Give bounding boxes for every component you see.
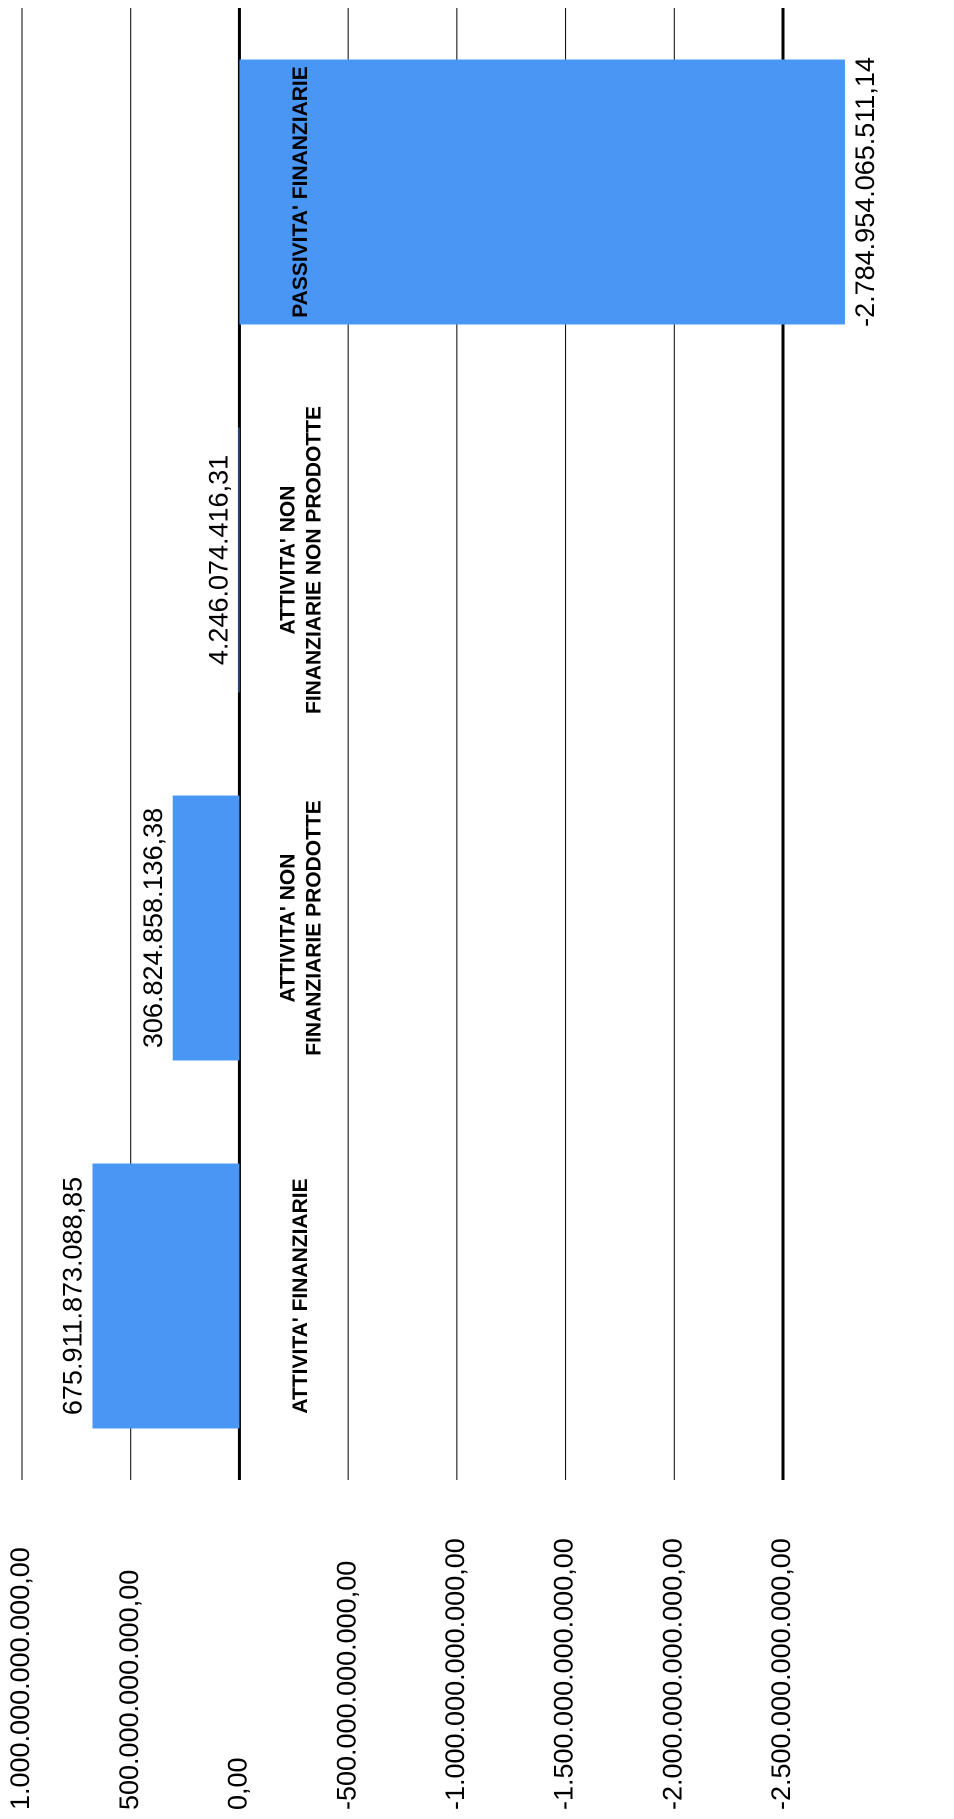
- category-label-line: FINANZIARIE PRODOTTE: [302, 800, 325, 1056]
- y-tick-label: 1.000.000.000.000,00: [5, 1547, 35, 1810]
- bar: [238, 427, 240, 693]
- category-label: ATTIVITA' FINANZIARIE: [289, 1178, 312, 1413]
- category-label-line: ATTIVITA' NON: [276, 854, 299, 1003]
- bar: [92, 1163, 240, 1429]
- category-label-line: ATTIVITA' NON: [276, 486, 299, 635]
- y-tick-label: -1.500.000.000.000,00: [549, 1538, 579, 1810]
- y-tick-label: 0,00: [223, 1757, 253, 1810]
- value-label: 306.824.858.136,38: [138, 808, 168, 1048]
- y-tick-label: -1.000.000.000.000,00: [440, 1538, 470, 1810]
- y-tick-label: -2.500.000.000.000,00: [766, 1538, 796, 1810]
- category-label: ATTIVITA' NON FINANZIARIE NON PRODOTTE: [276, 406, 325, 714]
- y-tick-label: -2.000.000.000.000,00: [657, 1538, 687, 1810]
- y-tick-label: -500.000.000.000,00: [331, 1561, 361, 1810]
- value-label: 4.246.074.416,31: [204, 455, 234, 665]
- category-label: ATTIVITA' NON FINANZIARIE PRODOTTE: [276, 800, 325, 1056]
- bar: [239, 59, 845, 325]
- value-label: -2.784.954.065.511,14: [850, 57, 880, 327]
- category-label: PASSIVITA' FINANZIARIE: [289, 66, 312, 318]
- y-tick-label: 500.000.000.000,00: [114, 1570, 144, 1810]
- value-label: 675.911.873.088,85: [58, 1177, 88, 1415]
- bar: [172, 795, 240, 1061]
- category-label-line: FINANZIARIE NON PRODOTTE: [302, 406, 325, 714]
